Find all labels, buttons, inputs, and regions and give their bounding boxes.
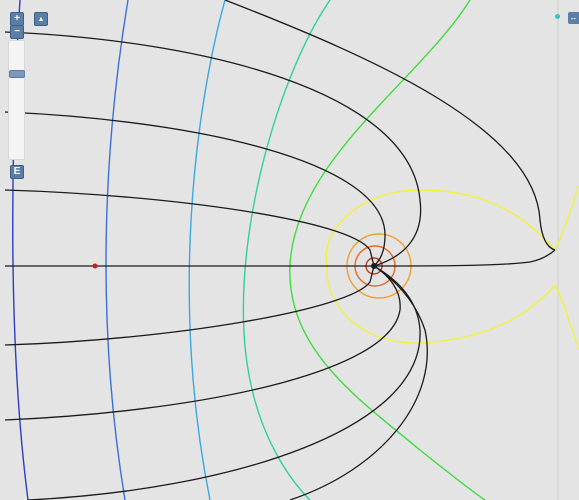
expand-button[interactable]: ↔ [568,12,579,24]
field-line-upper-1 [4,31,422,267]
zoom-out-button[interactable]: − [10,25,24,39]
status-dot [555,14,560,19]
field-line-upper-3 [4,189,375,267]
field-line-lower-outer [289,265,428,500]
equipotential-blue [105,0,129,500]
field-line-axis-right [373,249,556,267]
zoom-slider-track[interactable] [8,40,25,160]
equipotential-green [289,0,486,500]
e-button-label: E [13,166,21,177]
charge-positive[interactable] [371,263,377,269]
equipotential-lightblue [188,0,226,500]
plus-icon: + [14,13,20,24]
equipotential-yellow-upper [325,184,579,267]
equipotential-yellow-lower [326,265,579,351]
field-line-upper-outer [224,0,556,251]
field-line-lower-2 [4,265,401,421]
e-button[interactable]: E [10,165,24,179]
expand-icon: ↔ [569,13,578,22]
zoom-in-button[interactable]: + [10,12,24,26]
minus-icon: − [14,26,20,37]
field-line-lower-1 [4,265,375,346]
field-line-upper-2 [4,111,386,267]
zoom-slider-thumb[interactable] [9,70,25,78]
pointer-icon: ▲ [37,16,45,23]
field-line-lower-3 [27,265,421,500]
pointer-tool-button[interactable]: ▲ [34,12,48,26]
field-lines [4,0,556,500]
charge-marker-point[interactable] [92,263,98,269]
equipotential-teal [242,0,331,500]
